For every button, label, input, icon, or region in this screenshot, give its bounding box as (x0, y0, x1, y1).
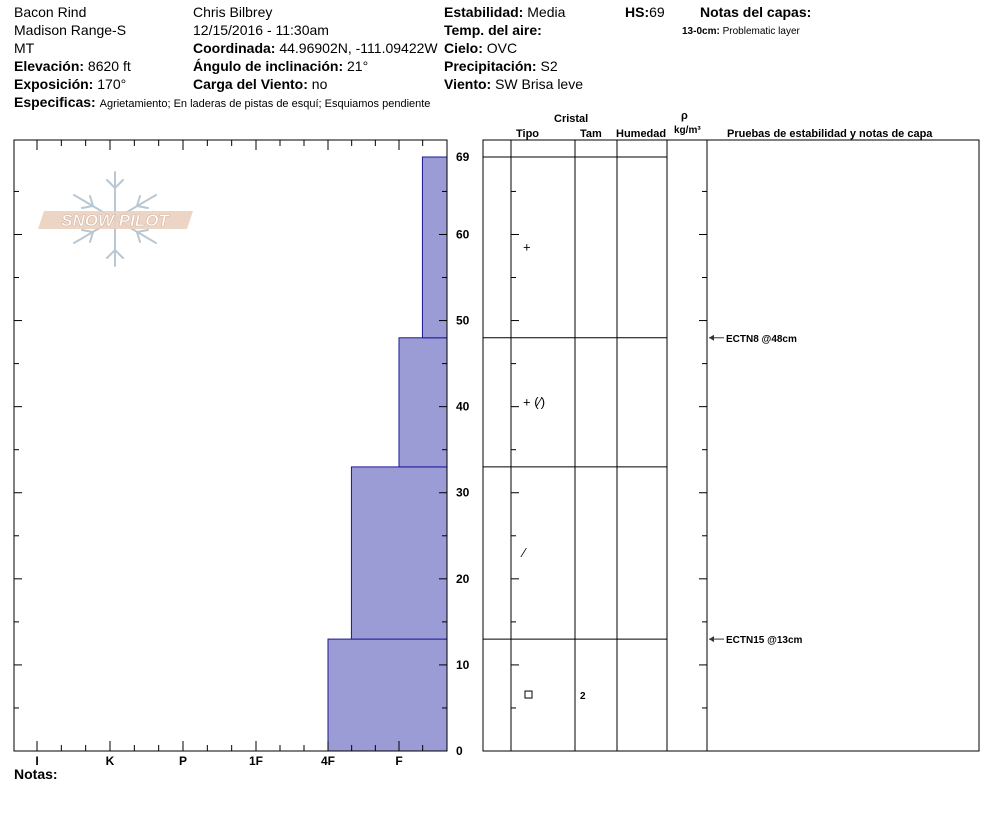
layer-note-row: 13-0cm: Problematic layer (682, 24, 800, 40)
wind-label: Viento: (444, 76, 492, 92)
hardness-tick-label: F (395, 754, 402, 768)
logo-banner (38, 211, 193, 229)
grain-size: 2 (580, 691, 586, 702)
col-density-unit: kg/m³ (674, 125, 701, 136)
slope-value: 21° (347, 58, 369, 74)
layer-note-text: Problematic layer (722, 26, 800, 37)
test-arrow-icon (709, 334, 714, 341)
hardness-tick-label: 1F (249, 754, 263, 768)
hardness-tick-label: 4F (321, 754, 335, 768)
depth-tick-label: 0 (456, 744, 463, 758)
stability-value: Media (527, 4, 566, 20)
site-name: Bacon Rind (14, 4, 87, 20)
hardness-tick-label: I (35, 754, 38, 768)
col-tests: Pruebas de estabilidad y notas de capa (727, 128, 933, 140)
test-label: ECTN8 @48cm (726, 334, 797, 345)
grain-type-symbol: + (⁄) (523, 394, 545, 409)
precip-value: S2 (540, 58, 558, 74)
stability-label: Estabilidad: (444, 4, 524, 20)
depth-axis: 0 10 20 30 40 50 60 69 (14, 150, 707, 758)
col-humidity: Humedad (616, 128, 667, 140)
hardness-bar (327, 638, 448, 752)
slope-label: Ángulo de inclinación: (193, 58, 344, 74)
depth-tick-label: 20 (456, 572, 470, 586)
hardness-tick-label: P (179, 754, 187, 768)
wind-value: SW Brisa leve (495, 76, 584, 92)
wind-row: Viento: SW Brisa leve (444, 76, 583, 92)
hardness-tick-label: K (106, 754, 115, 768)
hardness-plot-frame (13, 139, 448, 752)
depth-tick-label: 30 (456, 486, 470, 500)
aspect-row: Exposición: 170° (14, 76, 126, 92)
specifics-row: Especificas: Agrietamiento; En laderas d… (14, 94, 430, 112)
sky-row: Cielo: OVC (444, 40, 517, 56)
hardness-bars (327, 156, 448, 752)
hs-label: HS: (625, 4, 650, 20)
hardness-axis: I K P 1F 4F F (35, 140, 424, 768)
specifics-label: Especificas: (14, 94, 96, 110)
test-arrow-icon (709, 636, 714, 643)
coordinate-label: Coordinada: (193, 40, 276, 56)
air-temp-row: Temp. del aire: (444, 22, 542, 38)
hardness-bar (350, 466, 448, 640)
hs-row: HS:69 (625, 4, 665, 20)
col-rho: ρ (681, 110, 688, 122)
depth-tick-label: 10 (456, 658, 470, 672)
wind-load-value: no (311, 76, 328, 92)
logo-text: SNOW PILOT (61, 211, 170, 230)
depth-tick-label: 60 (456, 227, 470, 241)
hs-value: 69 (649, 4, 665, 20)
sky-value: OVC (486, 40, 518, 56)
range-name: Madison Range-S (14, 22, 127, 38)
notes-label: Notas: (14, 766, 58, 782)
coordinate-value: 44.96902N, -111.09422W (279, 40, 438, 56)
hardness-bar (421, 156, 448, 339)
slope-row: Ángulo de inclinación: 21° (193, 58, 368, 74)
depth-tick-label: 69 (456, 150, 470, 164)
aspect-value: 170° (97, 76, 127, 92)
stability-row: Estabilidad: Media (444, 4, 565, 20)
sky-label: Cielo: (444, 40, 483, 56)
layer-note-depth: 13-0cm: (682, 26, 720, 37)
observer-name: Chris Bilbrey (193, 4, 273, 20)
specifics-value: Agrietamiento; En laderas de pistas de e… (99, 98, 431, 110)
hardness-bar (398, 337, 448, 468)
col-size: Tam (580, 128, 602, 140)
layer-table-columns (510, 140, 708, 751)
depth-tick-label: 50 (456, 314, 470, 328)
coordinate-row: Coordinada: 44.96902N, -111.09422W (193, 40, 438, 56)
col-type: Tipo (516, 128, 540, 140)
observation-datetime: 12/15/2016 - 11:30am (193, 22, 329, 38)
depth-tick-label: 40 (456, 400, 470, 414)
grain-type-symbol: ⁄ (520, 545, 527, 560)
stability-tests: ECTN8 @48cm ECTN15 @13cm (709, 334, 803, 646)
layer-rows: + + (⁄) ⁄ 2 (483, 156, 667, 702)
elevation-value: 8620 ft (87, 58, 131, 74)
test-label: ECTN15 @13cm (726, 635, 803, 646)
precip-label: Precipitación: (444, 58, 537, 74)
wind-load-row: Carga del Viento: no (193, 76, 327, 92)
wind-load-label: Carga del Viento: (193, 76, 308, 92)
precip-row: Precipitación: S2 (444, 58, 558, 74)
elevation-row: Elevación: 8620 ft (14, 58, 131, 74)
col-crystal: Cristal (554, 113, 589, 125)
elevation-label: Elevación: (14, 58, 85, 74)
layer-table-frame (482, 139, 980, 752)
aspect-label: Exposición: (14, 76, 94, 92)
grain-type-symbol (524, 690, 533, 699)
air-temp-label: Temp. del aire: (444, 22, 542, 38)
layer-notes-label: Notas del capas: (700, 4, 812, 20)
grain-type-symbol: + (523, 239, 531, 254)
state-name: MT (14, 40, 35, 56)
